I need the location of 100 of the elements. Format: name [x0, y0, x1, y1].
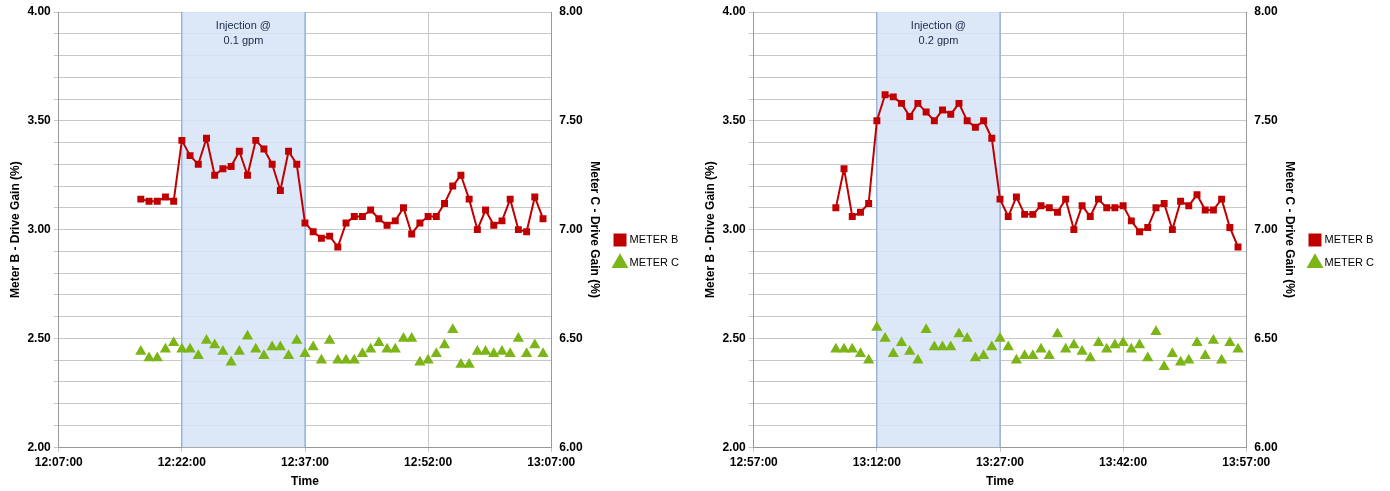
point	[880, 332, 890, 342]
point	[1216, 354, 1227, 364]
point	[939, 106, 946, 114]
point	[898, 99, 905, 107]
legend-label: METER B	[629, 233, 679, 246]
point	[308, 341, 319, 351]
point	[539, 215, 547, 223]
point	[324, 335, 335, 344]
point	[168, 337, 179, 346]
point	[244, 171, 251, 179]
y2-tick-label: 6.50	[559, 330, 583, 345]
point	[268, 160, 276, 168]
point	[226, 356, 237, 366]
point	[1200, 350, 1211, 360]
point	[178, 136, 186, 144]
point	[218, 345, 228, 355]
legend-label: METER C	[629, 256, 680, 269]
point	[431, 348, 442, 357]
point	[930, 117, 938, 125]
x-tick-label: 13:12:00	[852, 454, 902, 469]
point	[945, 341, 956, 351]
point	[1052, 328, 1063, 338]
y2-tick-label: 7.00	[1254, 221, 1278, 236]
point	[153, 197, 161, 205]
point	[390, 343, 401, 353]
point	[514, 226, 522, 234]
point	[382, 343, 392, 353]
point	[259, 350, 269, 360]
point	[1070, 226, 1078, 234]
point	[1037, 202, 1045, 210]
point	[211, 171, 219, 179]
point	[137, 195, 145, 203]
point	[1159, 361, 1170, 370]
point	[840, 165, 848, 173]
point	[1029, 210, 1037, 218]
point	[185, 343, 195, 353]
point	[531, 193, 539, 201]
point	[1224, 337, 1235, 346]
point	[988, 134, 996, 142]
point	[906, 112, 914, 120]
point	[423, 354, 434, 364]
point	[529, 339, 540, 349]
point	[1218, 195, 1226, 203]
point	[252, 136, 260, 144]
point	[855, 348, 866, 357]
y2-tick-label: 7.00	[559, 221, 583, 236]
point	[889, 93, 897, 101]
point	[144, 352, 154, 362]
y-tick-label: 2.50	[27, 330, 52, 345]
y-tick-label: 3.50	[722, 113, 747, 128]
point	[1012, 193, 1020, 201]
point	[317, 234, 325, 242]
point	[1086, 213, 1094, 221]
y2-tick-label: 7.50	[1254, 113, 1278, 128]
point	[203, 134, 210, 142]
point	[1168, 226, 1176, 234]
x-tick-label: 13:42:00	[1099, 454, 1148, 469]
point	[1183, 354, 1194, 364]
point	[316, 354, 327, 364]
point	[980, 117, 988, 125]
point	[441, 200, 448, 207]
point	[170, 197, 178, 205]
point	[1192, 337, 1202, 346]
point	[1004, 213, 1012, 221]
point	[1193, 191, 1201, 199]
point	[962, 332, 973, 342]
point	[267, 341, 278, 351]
point	[896, 337, 907, 346]
point	[904, 345, 915, 355]
point	[1233, 343, 1243, 353]
point	[160, 343, 171, 353]
point	[383, 221, 391, 229]
point	[914, 99, 922, 107]
point	[1126, 343, 1137, 353]
point	[1044, 350, 1055, 360]
band-label: Injection @ 0.2 gpm	[910, 18, 967, 46]
point	[1019, 350, 1030, 360]
y2-tick-label: 6.00	[559, 439, 583, 454]
point	[523, 228, 531, 236]
point	[1060, 343, 1071, 353]
band-label: Injection @ 0.1 gpm	[215, 18, 272, 46]
point	[1103, 204, 1111, 212]
point	[1144, 223, 1152, 231]
point	[449, 182, 457, 190]
point	[473, 226, 481, 234]
point	[971, 123, 979, 131]
point	[365, 343, 376, 353]
y2-tick-label: 6.00	[1254, 439, 1278, 454]
point	[1062, 195, 1070, 203]
point	[830, 343, 841, 353]
point	[1119, 202, 1127, 210]
point	[358, 213, 366, 221]
point	[300, 348, 310, 357]
point	[937, 341, 948, 351]
point	[1110, 339, 1120, 349]
x-tick-label: 12:57:00	[729, 454, 779, 469]
point	[341, 354, 351, 364]
point	[996, 195, 1004, 203]
point	[283, 350, 294, 360]
point	[464, 359, 475, 368]
